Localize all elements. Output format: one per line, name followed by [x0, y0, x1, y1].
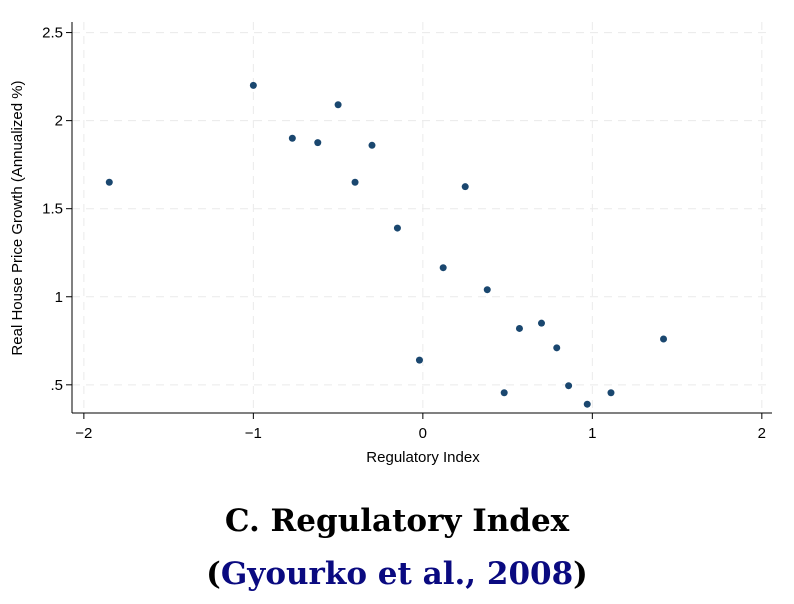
- y-tick-label: .5: [50, 377, 63, 394]
- point: [351, 178, 359, 186]
- paren: (: [206, 556, 221, 592]
- point: [565, 382, 573, 390]
- point: [105, 178, 113, 186]
- x-tick-label: 0: [419, 425, 427, 442]
- point: [660, 335, 668, 343]
- point: [393, 224, 401, 232]
- x-tick-label: −2: [75, 425, 92, 442]
- y-tick-label: 2.5: [42, 25, 63, 42]
- point: [368, 141, 376, 149]
- point: [553, 344, 561, 352]
- chart: Regulatory Index Real House Price Growth…: [9, 22, 772, 466]
- point: [500, 389, 508, 397]
- y-axis-label: Real House Price Growth (Annualized %): [9, 80, 26, 355]
- point: [415, 356, 423, 364]
- citation: Gyourko et al., 2008: [220, 556, 574, 592]
- paren: ): [573, 556, 588, 592]
- point: [288, 134, 296, 142]
- point: [483, 286, 491, 294]
- point: [439, 264, 447, 272]
- point: [607, 389, 615, 397]
- caption-citation-line: (Gyourko et al., 2008): [0, 556, 794, 592]
- x-tick-label: 2: [758, 425, 766, 442]
- point: [334, 101, 342, 109]
- point: [537, 319, 545, 327]
- point: [249, 81, 257, 89]
- y-tick-label: 1.5: [42, 201, 63, 218]
- x-tick-label: −1: [245, 425, 262, 442]
- x-axis-label: Regulatory Index: [366, 449, 480, 466]
- point: [461, 183, 469, 191]
- point: [314, 139, 322, 147]
- point: [515, 324, 523, 332]
- caption-title: C. Regulatory Index: [224, 503, 570, 539]
- y-tick-label: 1: [55, 289, 63, 306]
- y-tick-label: 2: [55, 113, 63, 130]
- point: [583, 400, 591, 408]
- x-tick-label: 1: [588, 425, 596, 442]
